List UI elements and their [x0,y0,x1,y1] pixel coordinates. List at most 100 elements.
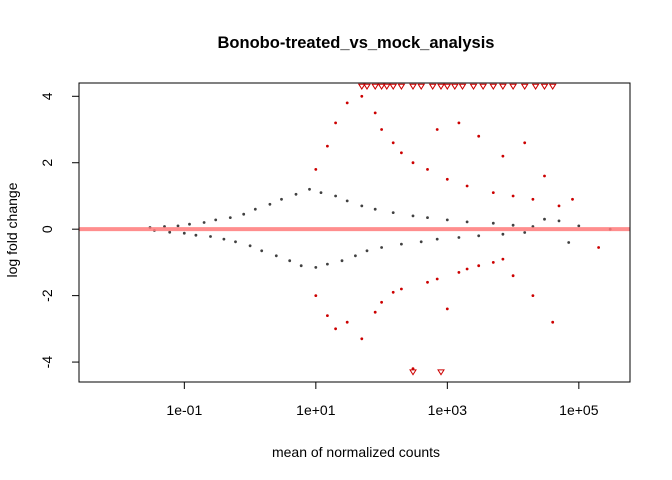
data-point [400,242,403,246]
clipped-point-marker [443,83,452,90]
data-point [268,202,272,206]
x-tick-label: 1e+03 [428,402,468,418]
data-point [288,259,292,263]
data-point [597,246,600,249]
clipped-point-marker [363,83,371,90]
data-point [360,94,364,98]
data-point [491,221,495,225]
data-point [209,235,212,238]
data-point [345,320,349,324]
data-point [577,224,581,228]
clipped-point-marker [357,83,366,90]
clipped-point-marker [520,83,529,90]
data-point [465,267,469,271]
data-point [222,237,226,241]
data-point [501,232,505,236]
data-point [242,212,246,216]
data-point [543,174,546,178]
clipped-point-marker [428,83,437,90]
clipped-point-marker [469,83,478,90]
data-point [314,168,318,171]
clipped-point-marker [371,83,380,90]
data-point [426,216,429,220]
data-point [531,294,535,297]
x-tick-label: 1e-01 [166,402,202,418]
data-point [194,233,198,237]
clipped-point-marker [417,83,426,90]
data-point [465,220,469,224]
data-point [334,194,337,198]
y-tick-label: 2 [39,159,55,167]
data-point [445,177,449,181]
plot-frame [78,82,631,383]
data-point [457,121,461,125]
clipped-point-marker [458,83,467,90]
data-point [511,194,515,198]
data-point [543,217,546,221]
data-point [557,204,561,208]
data-point [360,204,364,208]
data-point [501,154,505,158]
clipped-point-marker [437,83,445,90]
data-point [435,128,439,131]
data-point [391,290,395,294]
y-axis-label: log fold change [4,182,20,277]
clipped-point-marker [540,83,549,90]
data-point [319,191,323,195]
clipped-point-marker [382,83,391,90]
data-point [411,161,415,165]
data-point [314,266,318,269]
data-point [567,241,571,244]
data-point [391,211,395,215]
points-layer [148,94,612,371]
data-point [326,144,329,148]
data-point [234,240,237,244]
data-point [294,192,298,196]
data-point [280,197,283,201]
data-point [491,191,495,195]
data-point [334,327,337,331]
clipped-point-marker [409,369,417,376]
x-axis: 1e-01 1e+01 1e+03 1e+05 [166,381,599,418]
y-tick-label: 0 [39,225,55,233]
data-point [400,151,403,155]
x-tick-label: 1e+05 [559,402,599,418]
data-point [445,307,449,311]
data-point [531,197,535,201]
data-point [176,224,180,228]
data-point [274,254,278,258]
data-point [457,271,461,274]
clipped-point-marker [377,83,386,90]
data-point [260,249,264,253]
data-point [202,221,206,224]
data-point [214,218,218,222]
data-point [477,264,481,268]
data-point [182,231,186,235]
clipped-point-marker [489,83,498,90]
data-point [380,300,383,304]
data-point [345,199,349,203]
data-point [308,187,311,191]
chart-title: Bonobo-treated_vs_mock_analysis [218,34,495,52]
data-point [248,244,252,248]
data-point [426,168,429,171]
data-point [340,259,344,263]
data-point [523,231,527,234]
data-point [380,128,383,131]
x-tick-label: 1e+01 [296,402,336,418]
clipped-point-marker [397,83,406,90]
clipped-point-marker [409,83,417,90]
data-point [380,246,383,249]
data-point [168,230,172,234]
data-point [228,216,232,220]
clipped-point-marker [498,83,507,90]
y-tick-label: -4 [39,356,55,369]
data-point [477,234,481,238]
y-tick-label: -2 [39,289,55,302]
clipped-point-marker [548,83,557,90]
data-point [426,280,429,284]
data-point [491,261,495,264]
clipped-point-marker [479,83,488,90]
data-point [419,240,423,244]
